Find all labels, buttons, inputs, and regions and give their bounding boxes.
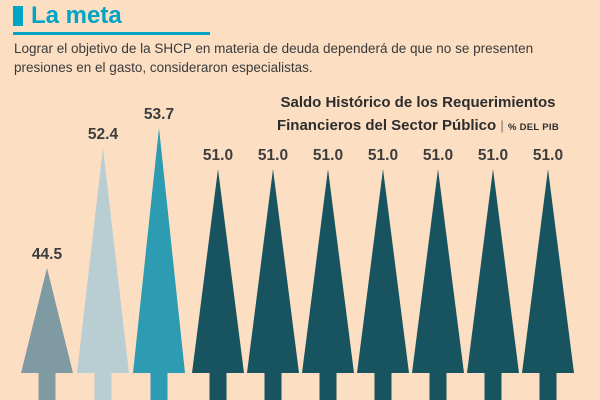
- title-underline: [13, 32, 210, 35]
- spike-bar: [77, 147, 129, 373]
- spike-stem: [484, 372, 502, 400]
- spike-bar: [302, 169, 354, 373]
- subtitle-text: Lograr el objetivo de la SHCP en materia…: [14, 41, 534, 75]
- chart-title-line1: Saldo Histórico de los Requerimientos: [280, 94, 556, 111]
- spike-bar: [412, 169, 464, 373]
- spike-stem: [150, 372, 168, 400]
- spike-value-label: 53.7: [144, 106, 174, 123]
- spike-value-label: 44.5: [32, 246, 63, 263]
- spike-bar: [467, 169, 519, 373]
- chart-unit-label: % DEL PIB: [507, 121, 560, 133]
- spike-value-label: 51.0: [203, 147, 233, 164]
- spike-value-label: 51.0: [368, 147, 398, 164]
- spike-stem: [319, 372, 337, 400]
- spike-value-label: 51.0: [258, 147, 288, 164]
- spike-bar: [247, 169, 299, 373]
- header: La meta: [13, 4, 122, 28]
- spike-stem: [209, 372, 227, 400]
- spike-value-label: 51.0: [313, 147, 343, 164]
- spike-stem: [264, 372, 282, 400]
- spike-stem: [374, 372, 392, 400]
- chart-unit-separator: |: [500, 117, 504, 133]
- spike-value-label: 51.0: [533, 147, 563, 164]
- title-bullet-square: [13, 6, 23, 26]
- spike-stem: [38, 372, 56, 400]
- spike-value-label: 51.0: [423, 147, 453, 164]
- spike-bar: [522, 169, 574, 373]
- spike-bar: [21, 268, 73, 373]
- spike-value-label: 52.4: [88, 126, 119, 143]
- spike-stem: [94, 372, 112, 400]
- spike-bar: [192, 169, 244, 373]
- spike-bar: [133, 128, 185, 373]
- spike-bar: [357, 169, 409, 373]
- spike-value-label: 51.0: [478, 147, 508, 164]
- page-title: La meta: [31, 2, 122, 29]
- spike-stem: [539, 372, 557, 400]
- spike-stem: [429, 372, 447, 400]
- chart-title-line2: Financieros del Sector Público: [276, 116, 497, 134]
- chart-title: Saldo Histórico de los Requerimientos Fi…: [246, 92, 590, 137]
